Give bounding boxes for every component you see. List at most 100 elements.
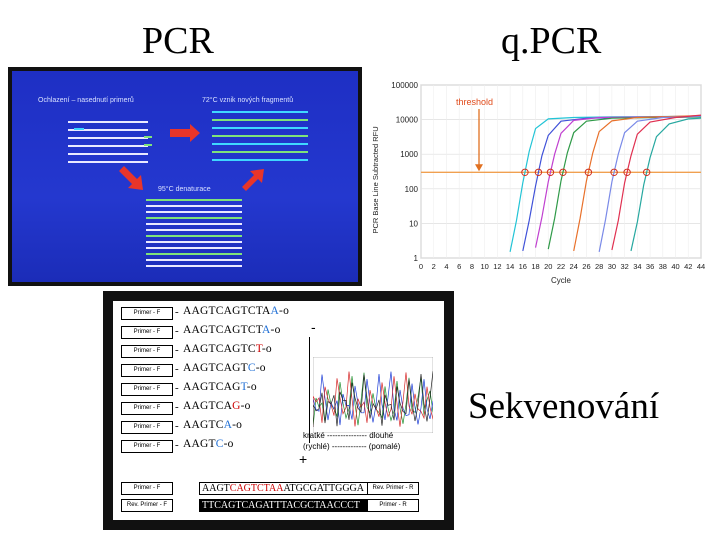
new-fragment bbox=[212, 159, 308, 161]
x-tick-label: 12 bbox=[493, 262, 501, 271]
x-tick-label: 22 bbox=[557, 262, 565, 271]
dash: - bbox=[175, 306, 179, 318]
arrow-down-right-icon bbox=[119, 166, 143, 190]
primer-f-box: Primer - F bbox=[121, 482, 173, 495]
y-axis-label: PCR Base Line Subtracted RFU bbox=[371, 126, 380, 233]
sequencing-slide: Primer - F - AAGTCAGTCTAA-o Primer - F - AAGT… bbox=[113, 301, 444, 520]
x-tick-label: 18 bbox=[531, 262, 539, 271]
y-tick-label: 10 bbox=[409, 219, 418, 228]
strand bbox=[146, 229, 242, 231]
y-tick-label: 1000 bbox=[400, 150, 418, 159]
x-tick-label: 42 bbox=[684, 262, 692, 271]
series-line bbox=[630, 117, 702, 252]
dash: - bbox=[175, 325, 179, 337]
dash: - bbox=[175, 382, 179, 394]
primer-f-box: Primer - F bbox=[121, 307, 173, 320]
strand bbox=[146, 241, 242, 243]
strand bbox=[146, 247, 242, 249]
x-tick-label: 8 bbox=[470, 262, 474, 271]
new-fragment bbox=[212, 135, 308, 137]
threshold-arrowhead bbox=[475, 164, 483, 172]
y-tick-label: 1 bbox=[414, 254, 419, 263]
x-tick-label: 16 bbox=[519, 262, 527, 271]
threshold-crossing bbox=[521, 168, 529, 176]
dash: - bbox=[175, 420, 179, 432]
primer-f-box: Primer - F bbox=[121, 345, 173, 358]
strand bbox=[146, 259, 242, 261]
x-tick-label: 40 bbox=[671, 262, 679, 271]
primer bbox=[144, 136, 152, 138]
legend-line-2: (rychlé) ------------- (pomalé) bbox=[303, 442, 401, 451]
pcr-slide: Ochlazení – nasednutí primerů 72°C vznik… bbox=[12, 71, 358, 282]
fragment-sequence: AAGTCAGTCTAA-o bbox=[183, 305, 290, 317]
qpcr-title: q.PCR bbox=[501, 20, 602, 62]
gel-plus: + bbox=[299, 451, 308, 467]
series-line bbox=[534, 115, 702, 248]
strand bbox=[146, 205, 242, 207]
primer bbox=[74, 128, 84, 130]
threshold-crossing bbox=[610, 168, 618, 176]
full-sequence-bottom: TTCAGTCAGATTTACGCTAACCCT bbox=[199, 499, 385, 512]
strand bbox=[146, 253, 242, 255]
strand bbox=[146, 199, 242, 201]
arrow-right-icon bbox=[170, 124, 200, 142]
extension-label: 72°C vznik nových fragmentů bbox=[202, 97, 294, 104]
strand bbox=[68, 121, 148, 123]
reverse-primer-f-box: Rev. Primer - F bbox=[121, 499, 173, 512]
strand bbox=[146, 265, 242, 267]
threshold-crossing bbox=[584, 168, 593, 176]
strand bbox=[146, 211, 242, 213]
dash: - bbox=[175, 439, 179, 451]
strand bbox=[146, 223, 242, 225]
primer-f-box: Primer - F bbox=[121, 440, 173, 453]
cycle-arrows bbox=[119, 124, 264, 191]
fragment-sequence: AAGTCAG-o bbox=[183, 400, 251, 412]
primer bbox=[144, 144, 152, 146]
denature-label: 95°C denaturace bbox=[158, 186, 211, 193]
x-tick-label: 36 bbox=[646, 262, 654, 271]
series-line bbox=[522, 116, 702, 252]
series-line bbox=[573, 115, 702, 252]
x-tick-label: 4 bbox=[444, 262, 448, 271]
reverse-primer-r-box: Rev. Primer - R bbox=[367, 482, 419, 495]
chromatogram bbox=[313, 357, 433, 433]
strand bbox=[68, 161, 148, 163]
fragment-sequence: AAGTCAGTCTA-o bbox=[183, 324, 281, 336]
fragment-sequence: AAGTCA-o bbox=[183, 419, 243, 431]
gel-minus: - bbox=[311, 319, 316, 335]
primer-r-box: Primer - R bbox=[367, 499, 419, 512]
gel-axis bbox=[309, 337, 310, 443]
strand bbox=[68, 145, 148, 147]
strand bbox=[68, 137, 148, 139]
dash: - bbox=[175, 363, 179, 375]
strand bbox=[68, 129, 148, 131]
series-line bbox=[547, 116, 702, 250]
y-tick-label: 100000 bbox=[391, 81, 418, 90]
new-fragment bbox=[212, 127, 308, 129]
y-tick-label: 100 bbox=[405, 185, 419, 194]
new-fragment bbox=[212, 143, 308, 145]
threshold-crossing bbox=[623, 168, 631, 176]
chromatogram-trace bbox=[313, 371, 433, 427]
series-line bbox=[598, 115, 702, 253]
strand bbox=[68, 153, 148, 155]
pcr-diagram: Ochlazení – nasednutí primerů 72°C vznik… bbox=[8, 67, 362, 286]
x-tick-label: 30 bbox=[608, 262, 616, 271]
fragment-sequence: AAGTCAGT-o bbox=[183, 381, 257, 393]
x-tick-label: 20 bbox=[544, 262, 552, 271]
x-tick-label: 28 bbox=[595, 262, 603, 271]
y-tick-label: 10000 bbox=[396, 116, 419, 125]
primer-f-box: Primer - F bbox=[121, 326, 173, 339]
pcr-title: PCR bbox=[142, 20, 214, 62]
x-tick-label: 14 bbox=[506, 262, 514, 271]
arrow-up-right-icon bbox=[242, 169, 264, 191]
x-tick-label: 2 bbox=[432, 262, 436, 271]
new-fragment bbox=[212, 111, 308, 113]
strand bbox=[146, 217, 242, 219]
x-tick-label: 38 bbox=[659, 262, 667, 271]
threshold-crossing bbox=[642, 168, 651, 176]
x-tick-label: 0 bbox=[419, 262, 423, 271]
sequencing-diagram: Primer - F - AAGTCAGTCTAA-o Primer - F - AAGT… bbox=[103, 291, 454, 530]
cooling-label: Ochlazení – nasednutí primerů bbox=[38, 97, 134, 104]
